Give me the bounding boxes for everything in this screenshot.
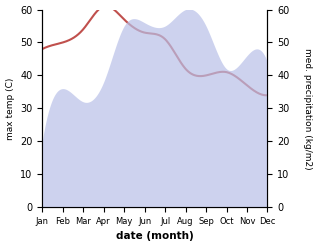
Y-axis label: max temp (C): max temp (C) (5, 77, 15, 140)
Y-axis label: med. precipitation (kg/m2): med. precipitation (kg/m2) (303, 48, 313, 169)
X-axis label: date (month): date (month) (116, 231, 194, 242)
